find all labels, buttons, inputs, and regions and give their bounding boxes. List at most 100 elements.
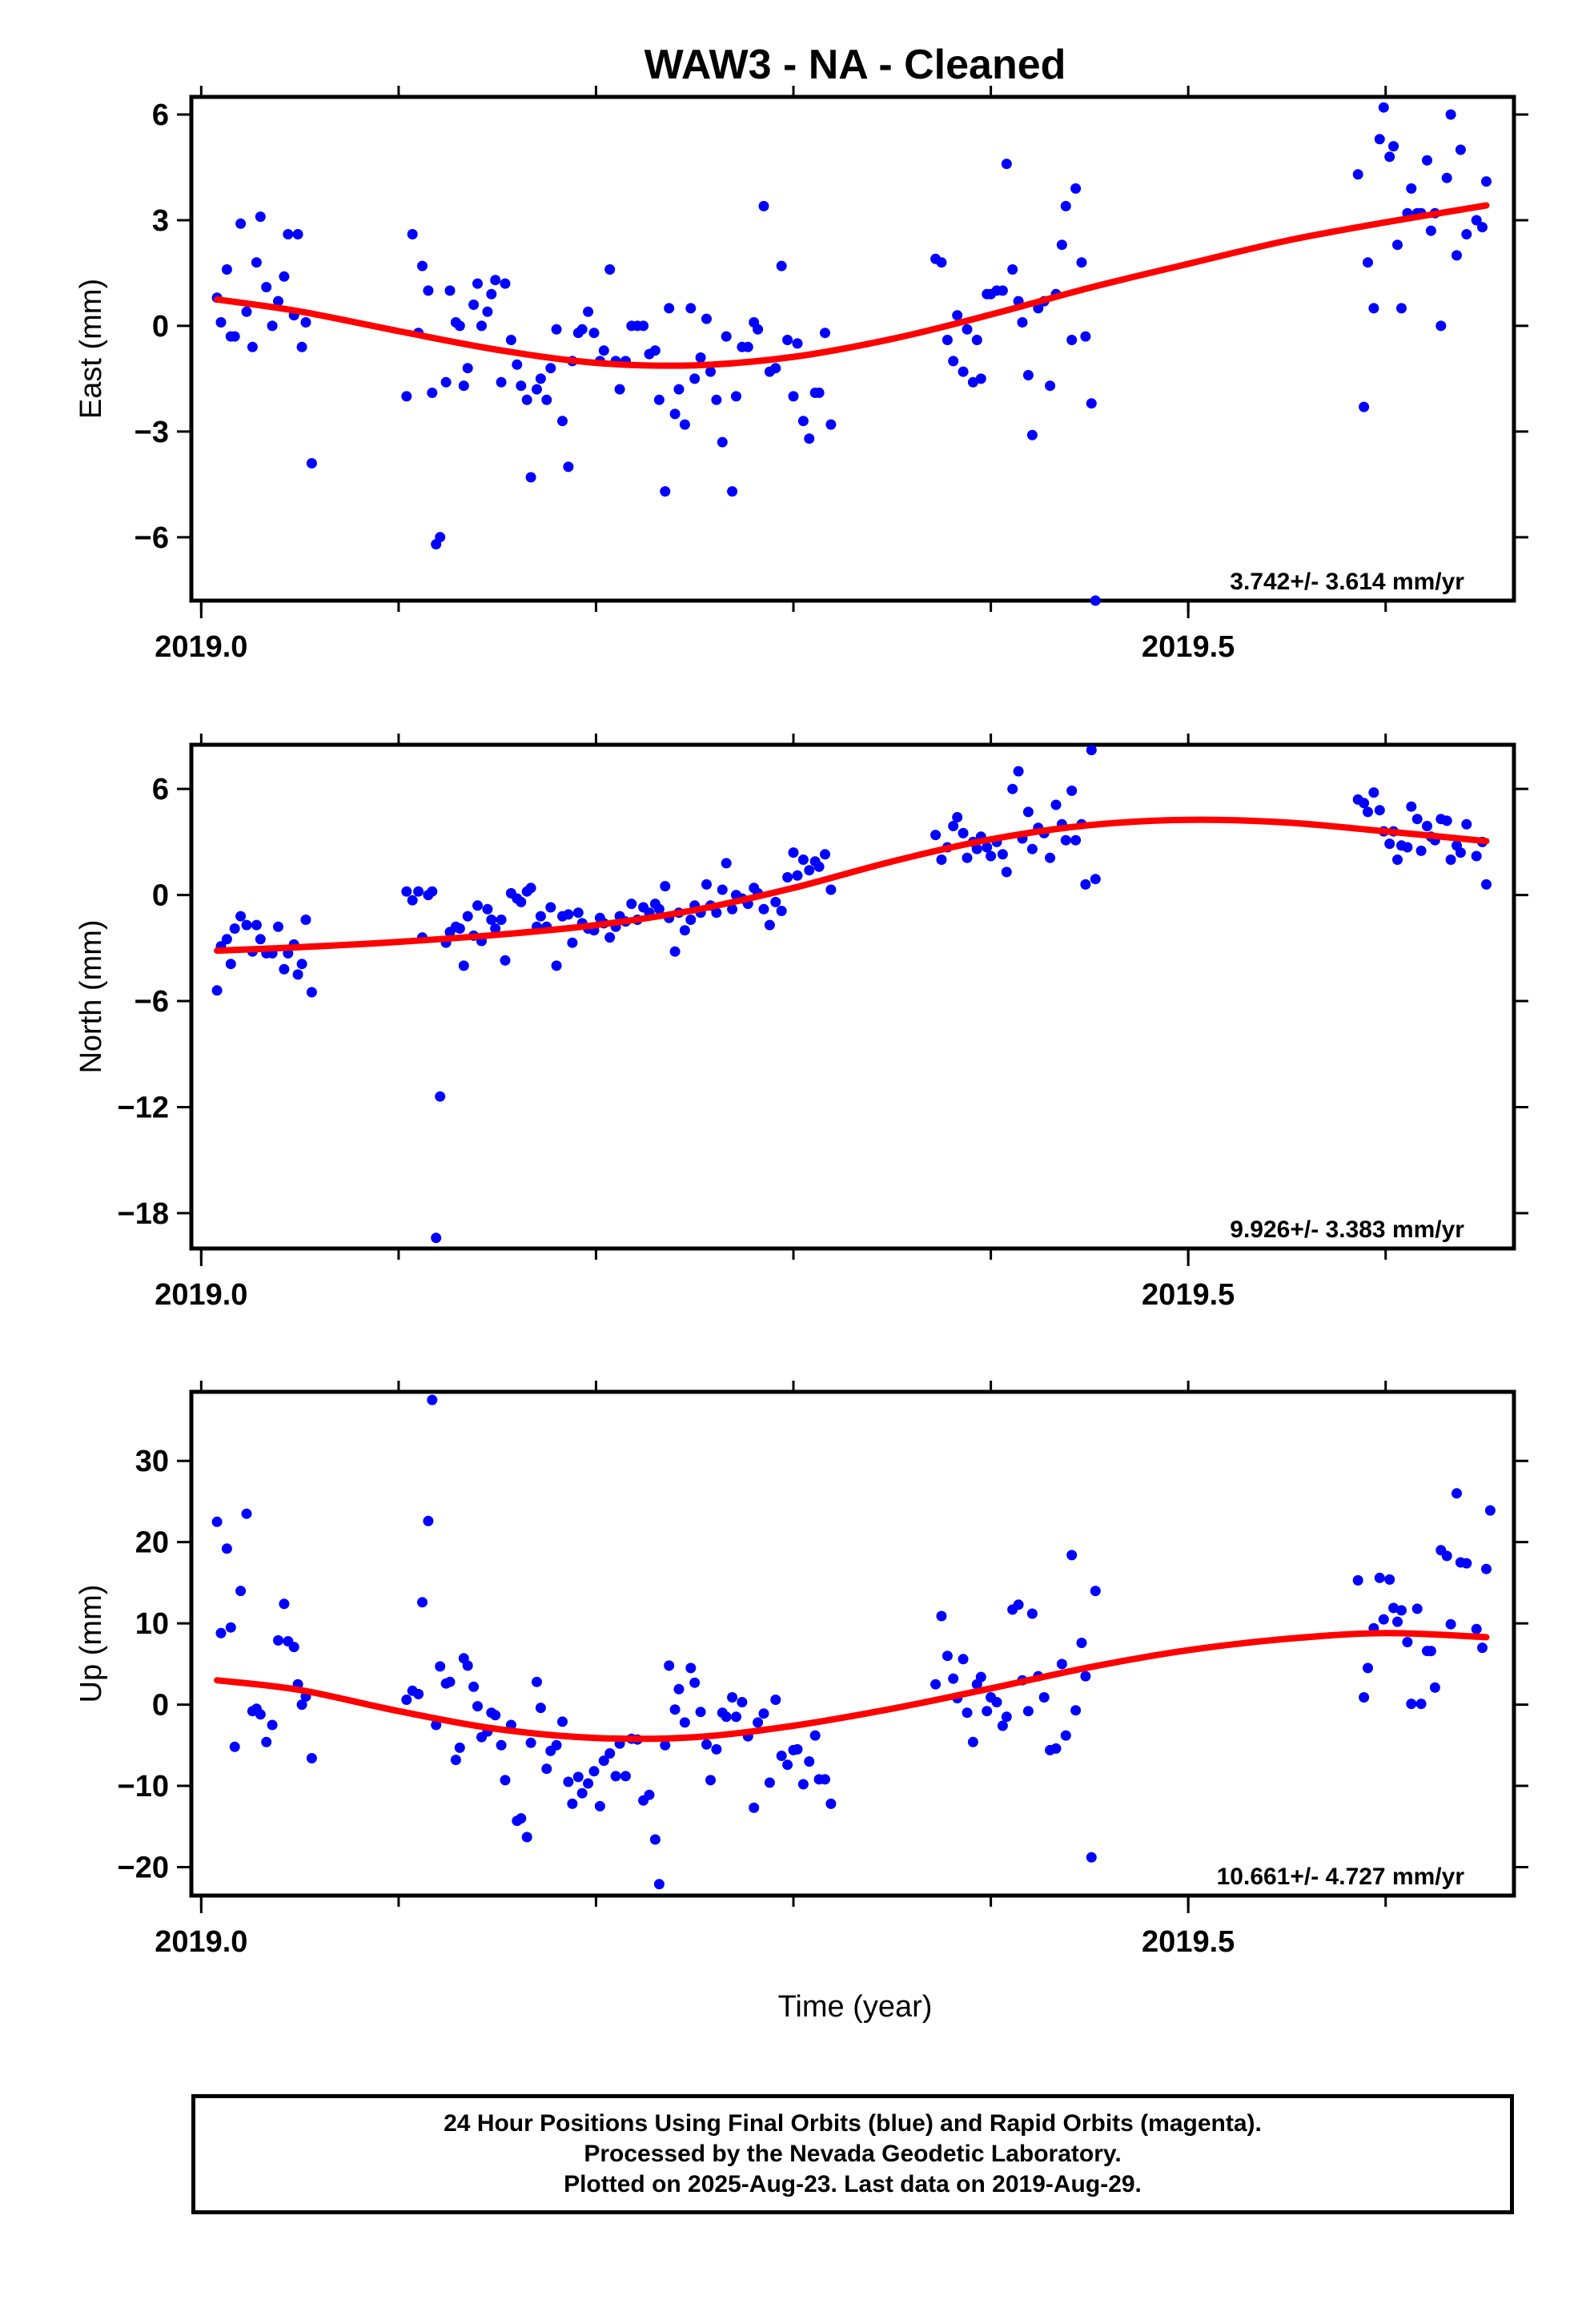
east-data-point xyxy=(417,260,428,271)
east-ytick-label: −6 xyxy=(135,521,169,555)
east-data-point xyxy=(1352,169,1363,180)
north-data-point xyxy=(1359,798,1370,809)
up-data-point xyxy=(532,1676,542,1687)
up-panel: 30 20 10 0 −10 −20 2019.0 2019.5 Up (mm) 10.661+/… xyxy=(74,1381,1528,1959)
east-data-point xyxy=(711,394,722,405)
north-data-point xyxy=(930,830,942,841)
east-data-point xyxy=(1471,215,1482,226)
east-data-point xyxy=(541,394,552,405)
north-ytick-label: −6 xyxy=(135,985,169,1019)
east-data-point xyxy=(1086,398,1097,409)
east-ytick-label: 6 xyxy=(152,99,169,132)
north-data-point xyxy=(1461,818,1472,830)
north-panel: 6 0 −6 −12 −18 2019.0 2019.5 North (mm) 9.926+/-… xyxy=(74,734,1528,1312)
east-data-point xyxy=(727,486,738,497)
east-fit-curve xyxy=(214,202,1490,369)
up-ytick-label: 0 xyxy=(152,1689,169,1723)
north-data-point xyxy=(545,902,556,913)
north-data-point xyxy=(1007,783,1018,794)
up-data-point xyxy=(776,1751,787,1761)
north-data-point xyxy=(1090,874,1101,885)
up-data-point xyxy=(431,1719,442,1731)
up-data-point xyxy=(1038,1692,1050,1703)
up-data-point xyxy=(1481,1563,1492,1574)
north-data-point xyxy=(669,946,681,957)
north-data-point xyxy=(500,955,511,966)
north-xtick-label: 2019.0 xyxy=(155,1278,247,1312)
north-data-point xyxy=(431,1232,442,1244)
north-data-point xyxy=(758,903,769,915)
east-data-point xyxy=(229,331,240,342)
east-data-point xyxy=(1080,331,1091,342)
up-data-point xyxy=(758,1708,769,1719)
north-data-point xyxy=(1402,842,1413,853)
north-ytick-label: −12 xyxy=(118,1091,169,1124)
north-data-point xyxy=(454,923,465,934)
east-data-point xyxy=(427,388,438,398)
up-data-point xyxy=(604,1748,616,1759)
up-fit-curve xyxy=(214,1630,1490,1743)
north-data-point xyxy=(1363,806,1373,818)
north-data-point xyxy=(221,934,232,945)
east-data-point xyxy=(261,282,272,292)
up-ytick-label: −10 xyxy=(118,1770,169,1803)
east-data-point xyxy=(1461,229,1472,239)
up-data-point xyxy=(664,1660,675,1671)
up-data-point xyxy=(261,1736,272,1747)
up-data-point xyxy=(557,1716,568,1727)
up-data-point xyxy=(444,1676,456,1687)
east-data-point xyxy=(476,320,487,332)
east-data-point xyxy=(653,394,665,405)
up-data-point xyxy=(1425,1646,1436,1657)
north-data-point xyxy=(1001,866,1012,878)
east-data-point xyxy=(782,335,793,345)
up-data-point xyxy=(797,1779,809,1790)
up-points xyxy=(211,1394,1496,1890)
up-data-point xyxy=(516,1813,527,1824)
east-data-point xyxy=(820,328,830,339)
east-data-point xyxy=(689,373,701,384)
east-data-point xyxy=(669,408,681,420)
up-data-point xyxy=(705,1775,716,1786)
north-data-point xyxy=(300,915,311,925)
north-data-point xyxy=(413,886,424,897)
north-data-point xyxy=(1026,843,1038,854)
east-data-point xyxy=(1477,222,1488,233)
up-data-point xyxy=(279,1598,290,1610)
north-fit-curve xyxy=(214,816,1490,955)
north-data-point xyxy=(727,903,738,915)
east-data-point xyxy=(958,366,969,377)
up-data-point xyxy=(749,1802,760,1813)
up-data-point xyxy=(215,1627,227,1638)
north-ytick-label: −18 xyxy=(118,1197,169,1231)
up-data-point xyxy=(450,1755,461,1766)
up-data-point xyxy=(936,1610,947,1622)
east-data-point xyxy=(454,320,465,332)
east-data-point xyxy=(435,532,446,543)
up-data-point xyxy=(1406,1699,1417,1710)
up-data-point xyxy=(1050,1743,1062,1754)
up-data-point xyxy=(764,1777,775,1788)
up-data-point xyxy=(792,1743,803,1755)
north-frame xyxy=(189,742,1516,1251)
east-data-point xyxy=(770,363,781,374)
up-data-point xyxy=(454,1742,465,1753)
up-data-point xyxy=(1352,1574,1363,1586)
east-data-point xyxy=(462,363,473,374)
up-data-point xyxy=(673,1683,685,1695)
up-data-point xyxy=(500,1775,511,1786)
up-data-point xyxy=(1461,1558,1472,1569)
east-data-point xyxy=(444,285,456,296)
up-data-point xyxy=(535,1703,546,1714)
north-data-point xyxy=(1050,799,1062,810)
north-data-point xyxy=(296,959,307,970)
up-data-point xyxy=(462,1660,473,1671)
up-data-point xyxy=(1363,1663,1373,1674)
north-data-point xyxy=(797,854,809,865)
north-data-point xyxy=(1066,785,1078,796)
north-data-point xyxy=(292,969,303,980)
north-points xyxy=(211,745,1492,1244)
up-data-point xyxy=(962,1707,973,1719)
east-data-point xyxy=(1022,370,1034,380)
east-data-point xyxy=(1017,317,1028,328)
